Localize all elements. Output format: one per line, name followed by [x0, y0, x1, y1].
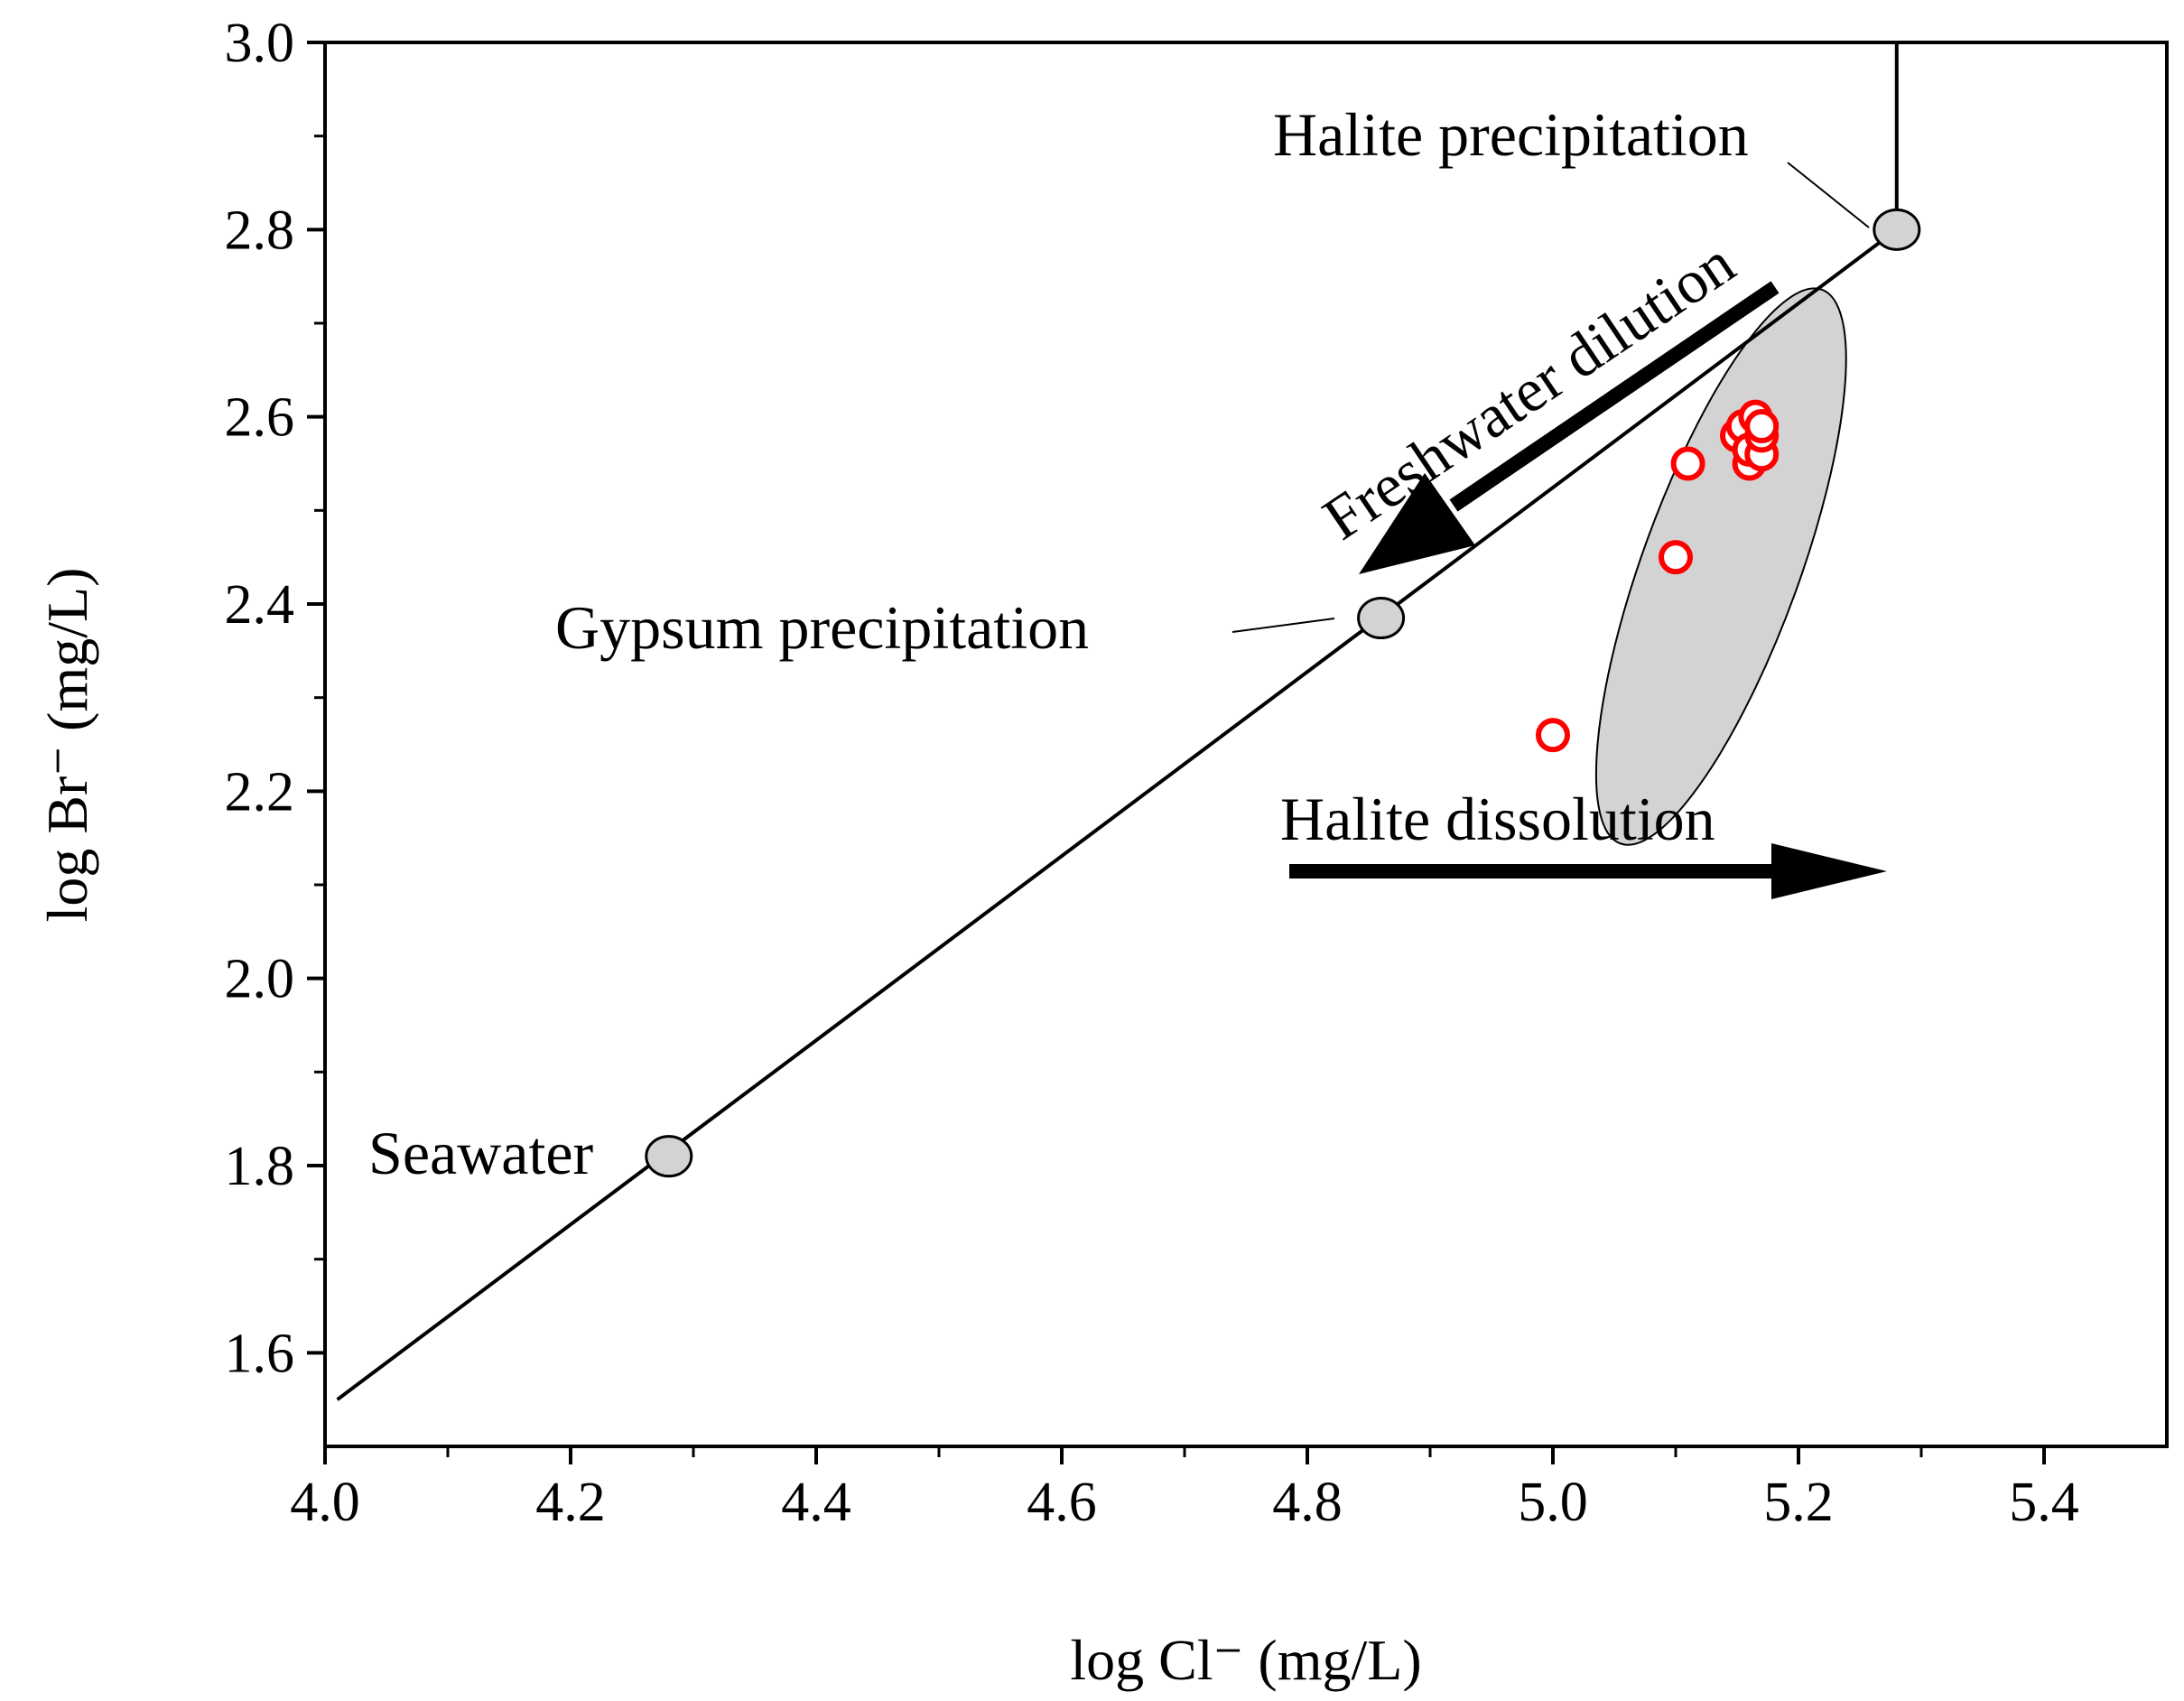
sample-point [1659, 540, 1693, 575]
reference-points [645, 208, 1921, 1178]
halite-dissolution-label: Halite dissolution [1280, 785, 1715, 853]
sample-points [1536, 399, 1780, 753]
axis-tick-labels: 4.0 4.2 4.4 4.6 4.8 5.0 5.2 5.4 1.6 1.8 2.0 2.2 2.4 2… [225, 13, 2079, 1533]
x-tick-label: 5.0 [1518, 1472, 1588, 1533]
sample-region-ellipse [1594, 287, 1847, 846]
x-tick-label: 4.4 [781, 1472, 851, 1533]
y-tick-label: 3.0 [225, 13, 295, 74]
y-tick-label: 2.2 [225, 761, 295, 823]
x-tick-label: 4.2 [535, 1472, 606, 1533]
y-tick-label: 2.4 [225, 574, 295, 636]
x-axis-title: log Cl⁻ (mg/L) [1070, 1628, 1421, 1692]
reference-point-halite-precipitation [1873, 208, 1921, 251]
x-tick-label: 5.4 [2009, 1472, 2079, 1533]
x-tick-label: 4.0 [290, 1472, 360, 1533]
plot-frame [323, 41, 2169, 1448]
freshwater-dilution-arrow [1359, 281, 1780, 574]
y-axis-title: log Br⁻ (mg/L) [35, 568, 99, 923]
seawater-label: Seawater [368, 1119, 594, 1187]
y-tick-label: 2.6 [225, 387, 295, 449]
y-tick-label: 1.6 [225, 1323, 295, 1384]
y-tick-label: 1.8 [225, 1136, 295, 1197]
halite-precipitation-label: Halite precipitation [1273, 100, 1749, 169]
axis-ticks [307, 41, 2046, 1464]
sample-point [1536, 718, 1570, 753]
sample-point [1744, 409, 1780, 444]
x-tick-label: 4.6 [1027, 1472, 1097, 1533]
reference-point-seawater [645, 1135, 693, 1178]
gypsum-label-leader [1231, 618, 1335, 633]
y-tick-label: 2.0 [225, 949, 295, 1010]
evaporation-trend-line [336, 228, 1899, 1401]
sample-point [1670, 446, 1705, 481]
x-tick-label: 4.8 [1272, 1472, 1343, 1533]
halite-dissolution-arrow [1289, 843, 1887, 899]
x-tick-label: 5.2 [1763, 1472, 1834, 1533]
gypsum-precipitation-label: Gypsum precipitation [555, 593, 1089, 662]
halite-label-leader [1787, 162, 1870, 228]
y-tick-label: 2.8 [225, 200, 295, 261]
reference-point-gypsum-precipitation [1357, 597, 1406, 640]
